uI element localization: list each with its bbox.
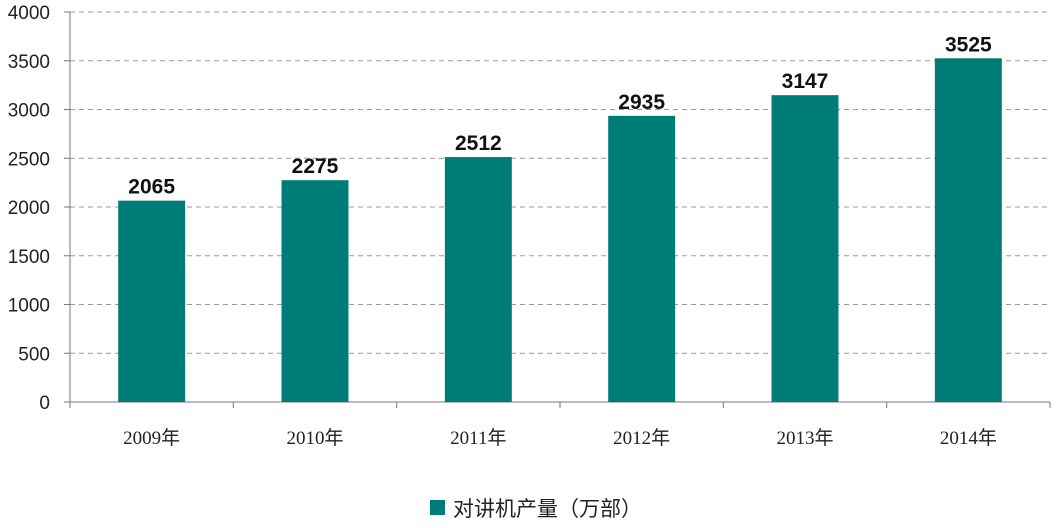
x-tick-label: 2009年 (123, 427, 180, 449)
x-tick-label: 2013年 (776, 427, 833, 449)
x-tick-label: 2011年 (450, 427, 506, 449)
bar (281, 180, 349, 402)
y-tick-label: 4000 (8, 3, 50, 24)
y-tick-label: 2500 (8, 149, 50, 170)
bar (771, 95, 839, 402)
legend-swatch (430, 500, 445, 515)
bars (118, 58, 1002, 403)
bar (608, 115, 676, 403)
y-tick-label: 2000 (8, 198, 50, 219)
gridlines (70, 11, 1050, 354)
x-tick-label: 2010年 (286, 427, 343, 449)
data-labels: 2065 2275 2512 2935 3147 3525 (128, 33, 992, 198)
legend: 对讲机产量（万部） (430, 497, 642, 521)
y-tick-label: 1000 (8, 296, 50, 317)
y-tick-label: 3500 (8, 52, 50, 73)
y-axis-ticks: 0 500 1000 1500 2000 2500 3000 3500 4000 (8, 3, 70, 414)
y-tick-label: 1500 (8, 247, 50, 268)
y-tick-label: 3000 (8, 101, 50, 122)
legend-label: 对讲机产量（万部） (453, 497, 642, 521)
data-label: 2512 (455, 132, 502, 155)
data-label: 2065 (128, 176, 175, 199)
y-tick-label: 500 (18, 344, 50, 365)
data-label: 3147 (782, 70, 829, 93)
x-axis-ticks: 2009年 2010年 2011年 2012年 2013年 2014年 (69, 402, 1051, 449)
x-tick-label: 2014年 (940, 427, 997, 449)
data-label: 3525 (945, 33, 992, 56)
bar (444, 157, 512, 402)
bar (118, 200, 186, 402)
y-tick-label: 0 (39, 393, 50, 414)
data-label: 2275 (292, 155, 339, 178)
x-tick-label: 2012年 (613, 427, 670, 449)
bar (934, 58, 1002, 402)
data-label: 2935 (618, 91, 665, 114)
